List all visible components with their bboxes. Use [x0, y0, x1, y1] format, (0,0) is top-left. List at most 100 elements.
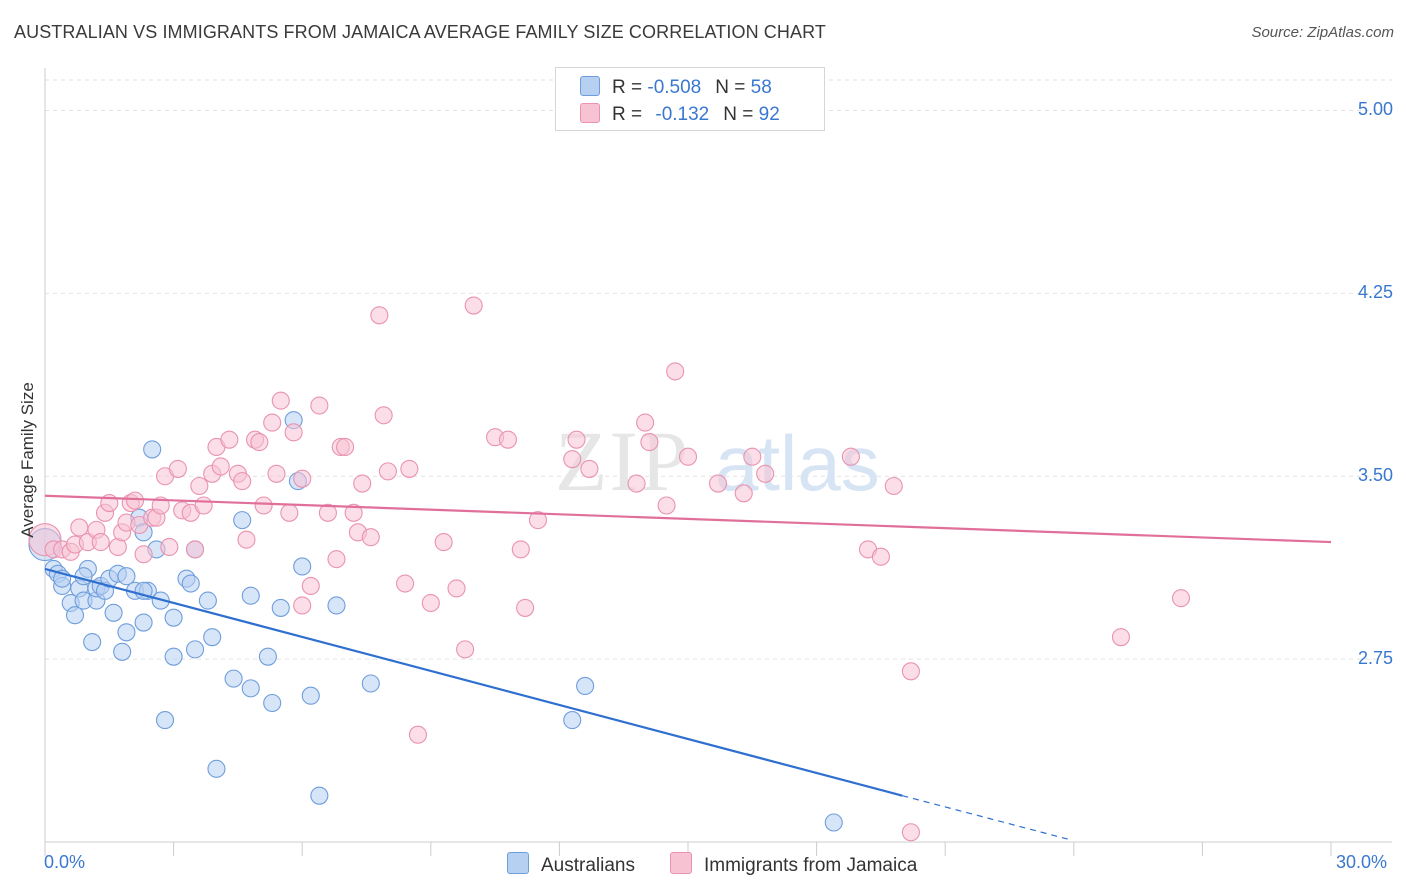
point-jamaica	[250, 433, 269, 452]
point-australians	[361, 674, 380, 693]
trend-line-australians-extrapolated	[902, 795, 1070, 841]
point-jamaica	[293, 469, 312, 488]
point-australians	[224, 669, 243, 688]
bottom-legend-australians: Australians	[507, 852, 635, 877]
point-jamaica	[168, 459, 187, 478]
point-jamaica	[70, 518, 89, 537]
point-australians	[203, 628, 222, 647]
point-jamaica	[185, 540, 205, 559]
point-jamaica	[627, 474, 646, 493]
point-jamaica	[901, 662, 920, 681]
point-australians	[117, 567, 136, 586]
bottom-legend-label: Australians	[541, 855, 635, 876]
point-jamaica	[734, 484, 753, 503]
y-tick-label: 5.00	[1357, 99, 1393, 120]
source-label: Source: ZipAtlas.com	[1251, 24, 1394, 41]
legend-row-jamaica: R = -0.132 N = 92	[580, 103, 780, 126]
point-jamaica	[464, 296, 483, 315]
point-jamaica	[511, 540, 530, 559]
point-jamaica	[91, 533, 110, 552]
point-jamaica	[528, 511, 548, 530]
point-jamaica	[370, 306, 389, 325]
point-australians	[310, 786, 329, 805]
point-jamaica	[708, 474, 728, 493]
point-jamaica	[125, 491, 145, 510]
point-australians	[563, 711, 582, 730]
point-jamaica	[336, 437, 355, 457]
bottom-legend-jamaica: Immigrants from Jamaica	[670, 852, 917, 877]
point-jamaica	[293, 596, 312, 615]
point-jamaica	[421, 593, 440, 613]
point-jamaica	[400, 459, 419, 478]
point-jamaica	[301, 576, 320, 596]
point-australians	[164, 608, 183, 627]
y-tick-label: 4.25	[1357, 282, 1393, 303]
point-jamaica	[310, 396, 329, 415]
point-jamaica	[318, 503, 337, 522]
point-australians	[143, 440, 162, 459]
point-jamaica	[884, 476, 903, 496]
legend-swatch-pink	[580, 103, 600, 123]
point-jamaica	[636, 413, 655, 432]
chart-title: AUSTRALIAN VS IMMIGRANTS FROM JAMAICA AV…	[14, 22, 826, 42]
point-jamaica	[396, 574, 415, 593]
point-jamaica	[151, 496, 170, 515]
point-australians	[327, 596, 346, 615]
point-jamaica	[434, 533, 453, 552]
point-jamaica	[194, 496, 213, 515]
x-tick-label-max: 30.0%	[1336, 852, 1388, 872]
point-jamaica	[666, 362, 685, 381]
axes	[44, 68, 1392, 856]
legend-swatch-blue	[580, 76, 600, 96]
point-jamaica	[327, 550, 346, 569]
point-jamaica	[1111, 628, 1131, 647]
point-australians	[301, 686, 320, 705]
point-jamaica	[841, 447, 860, 466]
legend-row-australians: R = -0.508 N = 58	[580, 76, 772, 99]
point-australians	[155, 711, 175, 730]
legend-n-value: 58	[750, 77, 772, 98]
watermark: ZIP atlas	[555, 413, 880, 509]
point-australians	[258, 647, 277, 666]
point-jamaica	[280, 503, 299, 522]
point-jamaica	[563, 450, 582, 469]
y-axis-label: Average Family Size	[18, 382, 37, 538]
point-australians	[576, 676, 595, 695]
legend-n-label: N =	[723, 104, 759, 125]
x-tick-label-min: 0.0%	[44, 852, 86, 872]
point-australians	[117, 623, 136, 642]
point-australians	[74, 567, 93, 586]
point-jamaica	[743, 447, 762, 466]
point-australians	[104, 603, 123, 622]
point-jamaica	[263, 413, 282, 432]
point-jamaica	[901, 823, 920, 842]
point-australians	[134, 613, 153, 632]
point-australians	[263, 693, 282, 713]
point-australians	[233, 511, 252, 530]
point-jamaica	[237, 530, 256, 549]
point-australians	[113, 642, 132, 661]
point-jamaica	[134, 545, 153, 564]
point-australians	[65, 606, 85, 625]
point-jamaica	[678, 447, 698, 466]
point-jamaica	[211, 457, 230, 476]
trend-line-australians	[44, 567, 903, 797]
y-tick-label: 2.75	[1357, 648, 1393, 669]
point-australians	[185, 640, 205, 659]
point-australians	[181, 574, 200, 593]
point-australians	[164, 647, 183, 666]
point-jamaica	[353, 474, 372, 493]
point-jamaica	[267, 464, 286, 483]
data-points	[28, 296, 1191, 842]
point-jamaica	[657, 496, 676, 515]
trend-lines	[44, 494, 1332, 841]
point-jamaica	[456, 640, 475, 659]
point-jamaica	[344, 503, 363, 522]
legend-r-value: -0.508	[647, 77, 702, 98]
trend-line-jamaica	[44, 494, 1332, 544]
point-jamaica	[220, 430, 239, 449]
point-australians	[198, 591, 217, 610]
point-australians	[207, 759, 226, 778]
point-jamaica	[567, 430, 586, 449]
